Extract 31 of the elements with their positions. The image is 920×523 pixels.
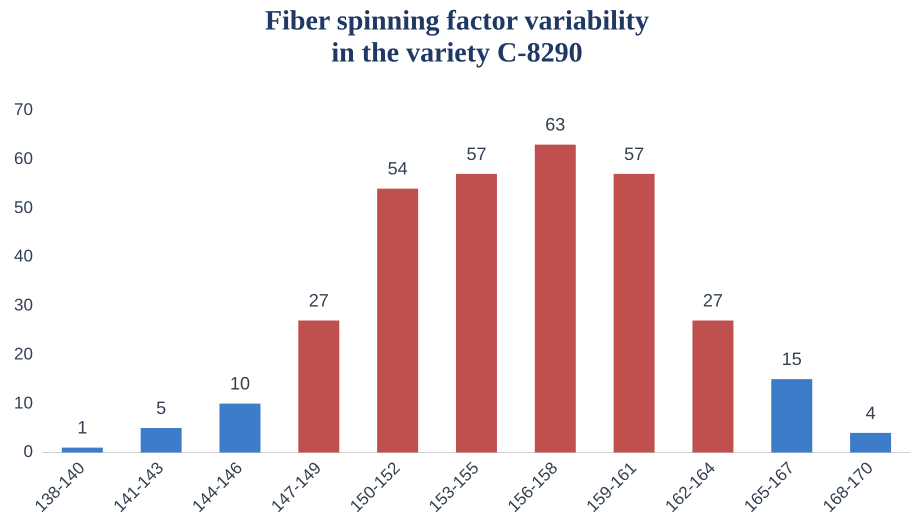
bar	[298, 320, 340, 452]
data-label: 4	[866, 402, 876, 423]
bar	[377, 188, 418, 452]
data-label: 15	[782, 349, 802, 370]
bar	[771, 379, 812, 452]
y-tick-label: 70	[14, 100, 33, 120]
chart-title: Fiber spinning factor variability in the variety C-8290	[265, 5, 649, 69]
bar	[219, 404, 260, 452]
data-label: 57	[624, 144, 644, 164]
y-tick-label: 30	[14, 296, 33, 315]
bar	[534, 144, 576, 452]
data-label: 1	[77, 418, 88, 438]
bar	[62, 448, 103, 452]
data-label: 27	[308, 290, 329, 310]
bar	[614, 174, 655, 452]
y-tick-label: 20	[14, 344, 33, 364]
bar	[692, 320, 734, 452]
data-label: 63	[545, 114, 566, 135]
bar	[140, 428, 182, 452]
bar	[850, 432, 892, 452]
data-label: 54	[388, 158, 408, 179]
y-tick-label: 10	[14, 393, 33, 412]
y-tick-label: 0	[23, 442, 33, 462]
bar	[456, 174, 497, 452]
y-tick-label: 60	[14, 148, 33, 168]
y-tick-label: 40	[14, 246, 33, 266]
data-label: 10	[230, 374, 250, 394]
y-tick-label: 50	[14, 198, 33, 217]
data-label: 27	[702, 290, 723, 310]
data-label: 57	[466, 144, 486, 164]
data-label: 5	[156, 398, 166, 418]
